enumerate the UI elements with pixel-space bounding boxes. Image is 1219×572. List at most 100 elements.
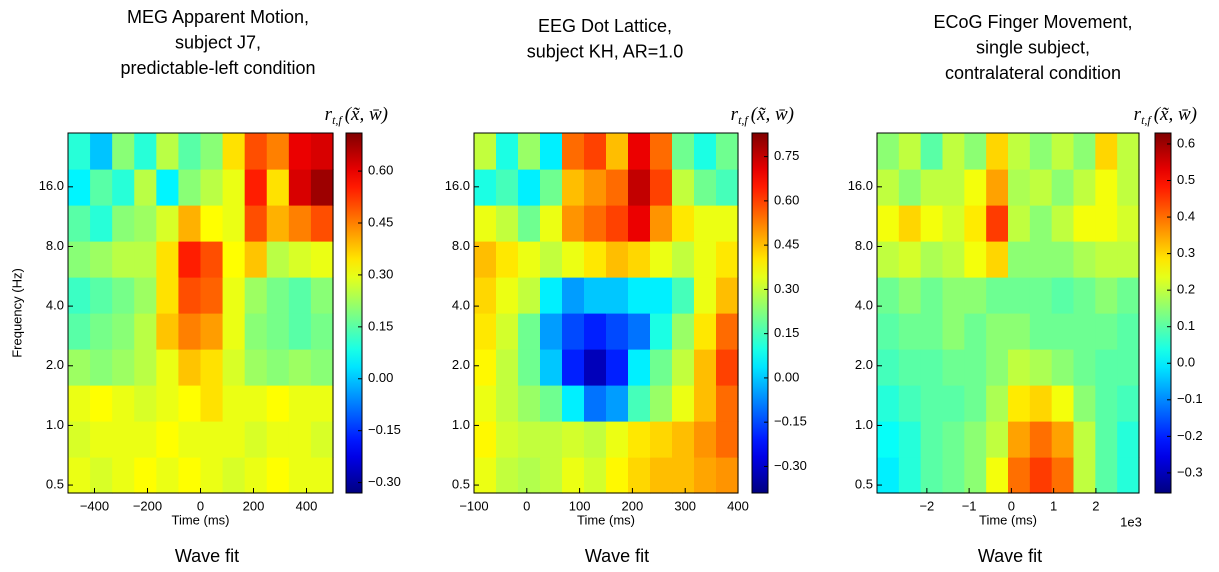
heatmap-cell bbox=[68, 421, 91, 458]
heatmap-cell bbox=[1117, 169, 1140, 206]
heatmap-cell bbox=[898, 349, 922, 386]
heatmap-cell bbox=[1029, 385, 1053, 422]
heatmap-cell bbox=[986, 385, 1009, 422]
heatmap-cell bbox=[1117, 421, 1140, 458]
heatmap-cell bbox=[606, 349, 629, 386]
heatmap-cell bbox=[920, 277, 944, 314]
heatmap-cell bbox=[156, 169, 180, 206]
heatmap-cell bbox=[496, 169, 519, 206]
heatmap-cell bbox=[694, 313, 717, 350]
colorbar-tick-label: −0.2 bbox=[1177, 428, 1203, 443]
colorbar-label-main: r bbox=[325, 104, 333, 125]
caption: Wave fit bbox=[585, 546, 649, 566]
heatmap-cell bbox=[310, 277, 334, 314]
heatmap-cell bbox=[672, 205, 695, 242]
heatmap-cell bbox=[628, 205, 651, 242]
heatmap-cell bbox=[288, 241, 312, 278]
heatmap-cell bbox=[288, 349, 312, 386]
colorbar-tick-label: −0.15 bbox=[368, 422, 401, 437]
colorbar bbox=[1154, 132, 1172, 494]
heatmap-cell bbox=[244, 457, 268, 494]
heatmap-cell bbox=[178, 421, 202, 458]
heatmap-cell bbox=[964, 133, 987, 170]
heatmap-cell bbox=[584, 421, 607, 458]
heatmap-cell bbox=[1095, 277, 1118, 314]
x-tick-label: 2 bbox=[1092, 498, 1099, 513]
x-axis-label: Time (ms) bbox=[979, 512, 1037, 527]
heatmap-cell bbox=[1073, 277, 1096, 314]
heatmap-cell bbox=[584, 277, 607, 314]
heatmap-cell bbox=[694, 205, 717, 242]
y-tick-label: 4.0 bbox=[855, 298, 873, 313]
heatmap-cell bbox=[540, 277, 563, 314]
heatmap-cell bbox=[1095, 205, 1118, 242]
heatmap-cell bbox=[1073, 385, 1096, 422]
heatmap-cell bbox=[877, 241, 900, 278]
heatmap-cell bbox=[628, 133, 651, 170]
heatmap-cell bbox=[694, 169, 717, 206]
heatmap-cell bbox=[222, 277, 246, 314]
heatmap-cell bbox=[1051, 313, 1075, 350]
heatmap-cell bbox=[986, 349, 1009, 386]
heatmap-cell bbox=[562, 241, 585, 278]
heatmap-cell bbox=[1008, 349, 1031, 386]
colorbar-label-args: (x̃, w̄) bbox=[345, 104, 388, 125]
heatmap-cell bbox=[156, 277, 180, 314]
heatmap-cell bbox=[496, 349, 519, 386]
heatmap-cell bbox=[986, 133, 1009, 170]
heatmap-cell bbox=[1073, 313, 1096, 350]
chart-title: single subject, bbox=[976, 37, 1090, 57]
heatmap-cell bbox=[156, 457, 180, 494]
heatmap-cell bbox=[1008, 385, 1031, 422]
heatmap-cell bbox=[716, 385, 739, 422]
heatmap-cell bbox=[898, 421, 922, 458]
heatmap-cell bbox=[986, 277, 1009, 314]
heatmap-cell bbox=[1095, 313, 1118, 350]
heatmap-cell bbox=[694, 277, 717, 314]
heatmap-cell bbox=[310, 385, 334, 422]
heatmap-cell bbox=[156, 313, 180, 350]
heatmap-cell bbox=[1008, 277, 1031, 314]
heatmap-cell bbox=[986, 421, 1009, 458]
heatmap-cell bbox=[650, 277, 673, 314]
heatmap-cell bbox=[288, 169, 312, 206]
heatmap-cell bbox=[474, 133, 497, 170]
heatmap-cell bbox=[310, 313, 334, 350]
colorbar-tick-label: 0.45 bbox=[774, 237, 799, 252]
heatmap-cell bbox=[200, 205, 224, 242]
heatmap-cell bbox=[672, 133, 695, 170]
heatmap-cell bbox=[288, 421, 312, 458]
colorbar-tick-label: 0.60 bbox=[774, 192, 799, 207]
heatmap-cell bbox=[518, 169, 541, 206]
heatmap-cell bbox=[178, 349, 202, 386]
heatmap-cell bbox=[112, 421, 135, 458]
heatmap-cell bbox=[112, 385, 135, 422]
colorbar-label-main: r bbox=[731, 104, 739, 125]
heatmap-cell bbox=[68, 457, 91, 494]
heatmap-cell bbox=[90, 385, 113, 422]
heatmap-cell bbox=[920, 421, 944, 458]
y-tick-label: 4.0 bbox=[46, 298, 64, 313]
heatmap-cell bbox=[650, 421, 673, 458]
heatmap-cell bbox=[606, 385, 629, 422]
colorbar-label: rt,f (x̃, w̄) bbox=[731, 104, 794, 126]
heatmap-cell bbox=[540, 133, 563, 170]
heatmap-cell bbox=[716, 169, 739, 206]
heatmap-cell bbox=[90, 421, 113, 458]
heatmap-cell bbox=[266, 313, 290, 350]
heatmap-cell bbox=[606, 169, 629, 206]
heatmap-cell bbox=[244, 169, 268, 206]
heatmap-cell bbox=[178, 241, 202, 278]
y-tick-label: 1.0 bbox=[452, 417, 470, 432]
heatmap-cell bbox=[1051, 421, 1075, 458]
heatmap-cell bbox=[540, 457, 563, 494]
heatmap-cell bbox=[518, 421, 541, 458]
heatmap-cell bbox=[178, 277, 202, 314]
heatmap-cell bbox=[540, 241, 563, 278]
x-tick-label: 0 bbox=[523, 498, 530, 513]
x-tick-label: −200 bbox=[133, 498, 162, 513]
heatmap-cell bbox=[672, 313, 695, 350]
heatmap-cell bbox=[1051, 169, 1075, 206]
heatmap-cell bbox=[1051, 457, 1075, 494]
